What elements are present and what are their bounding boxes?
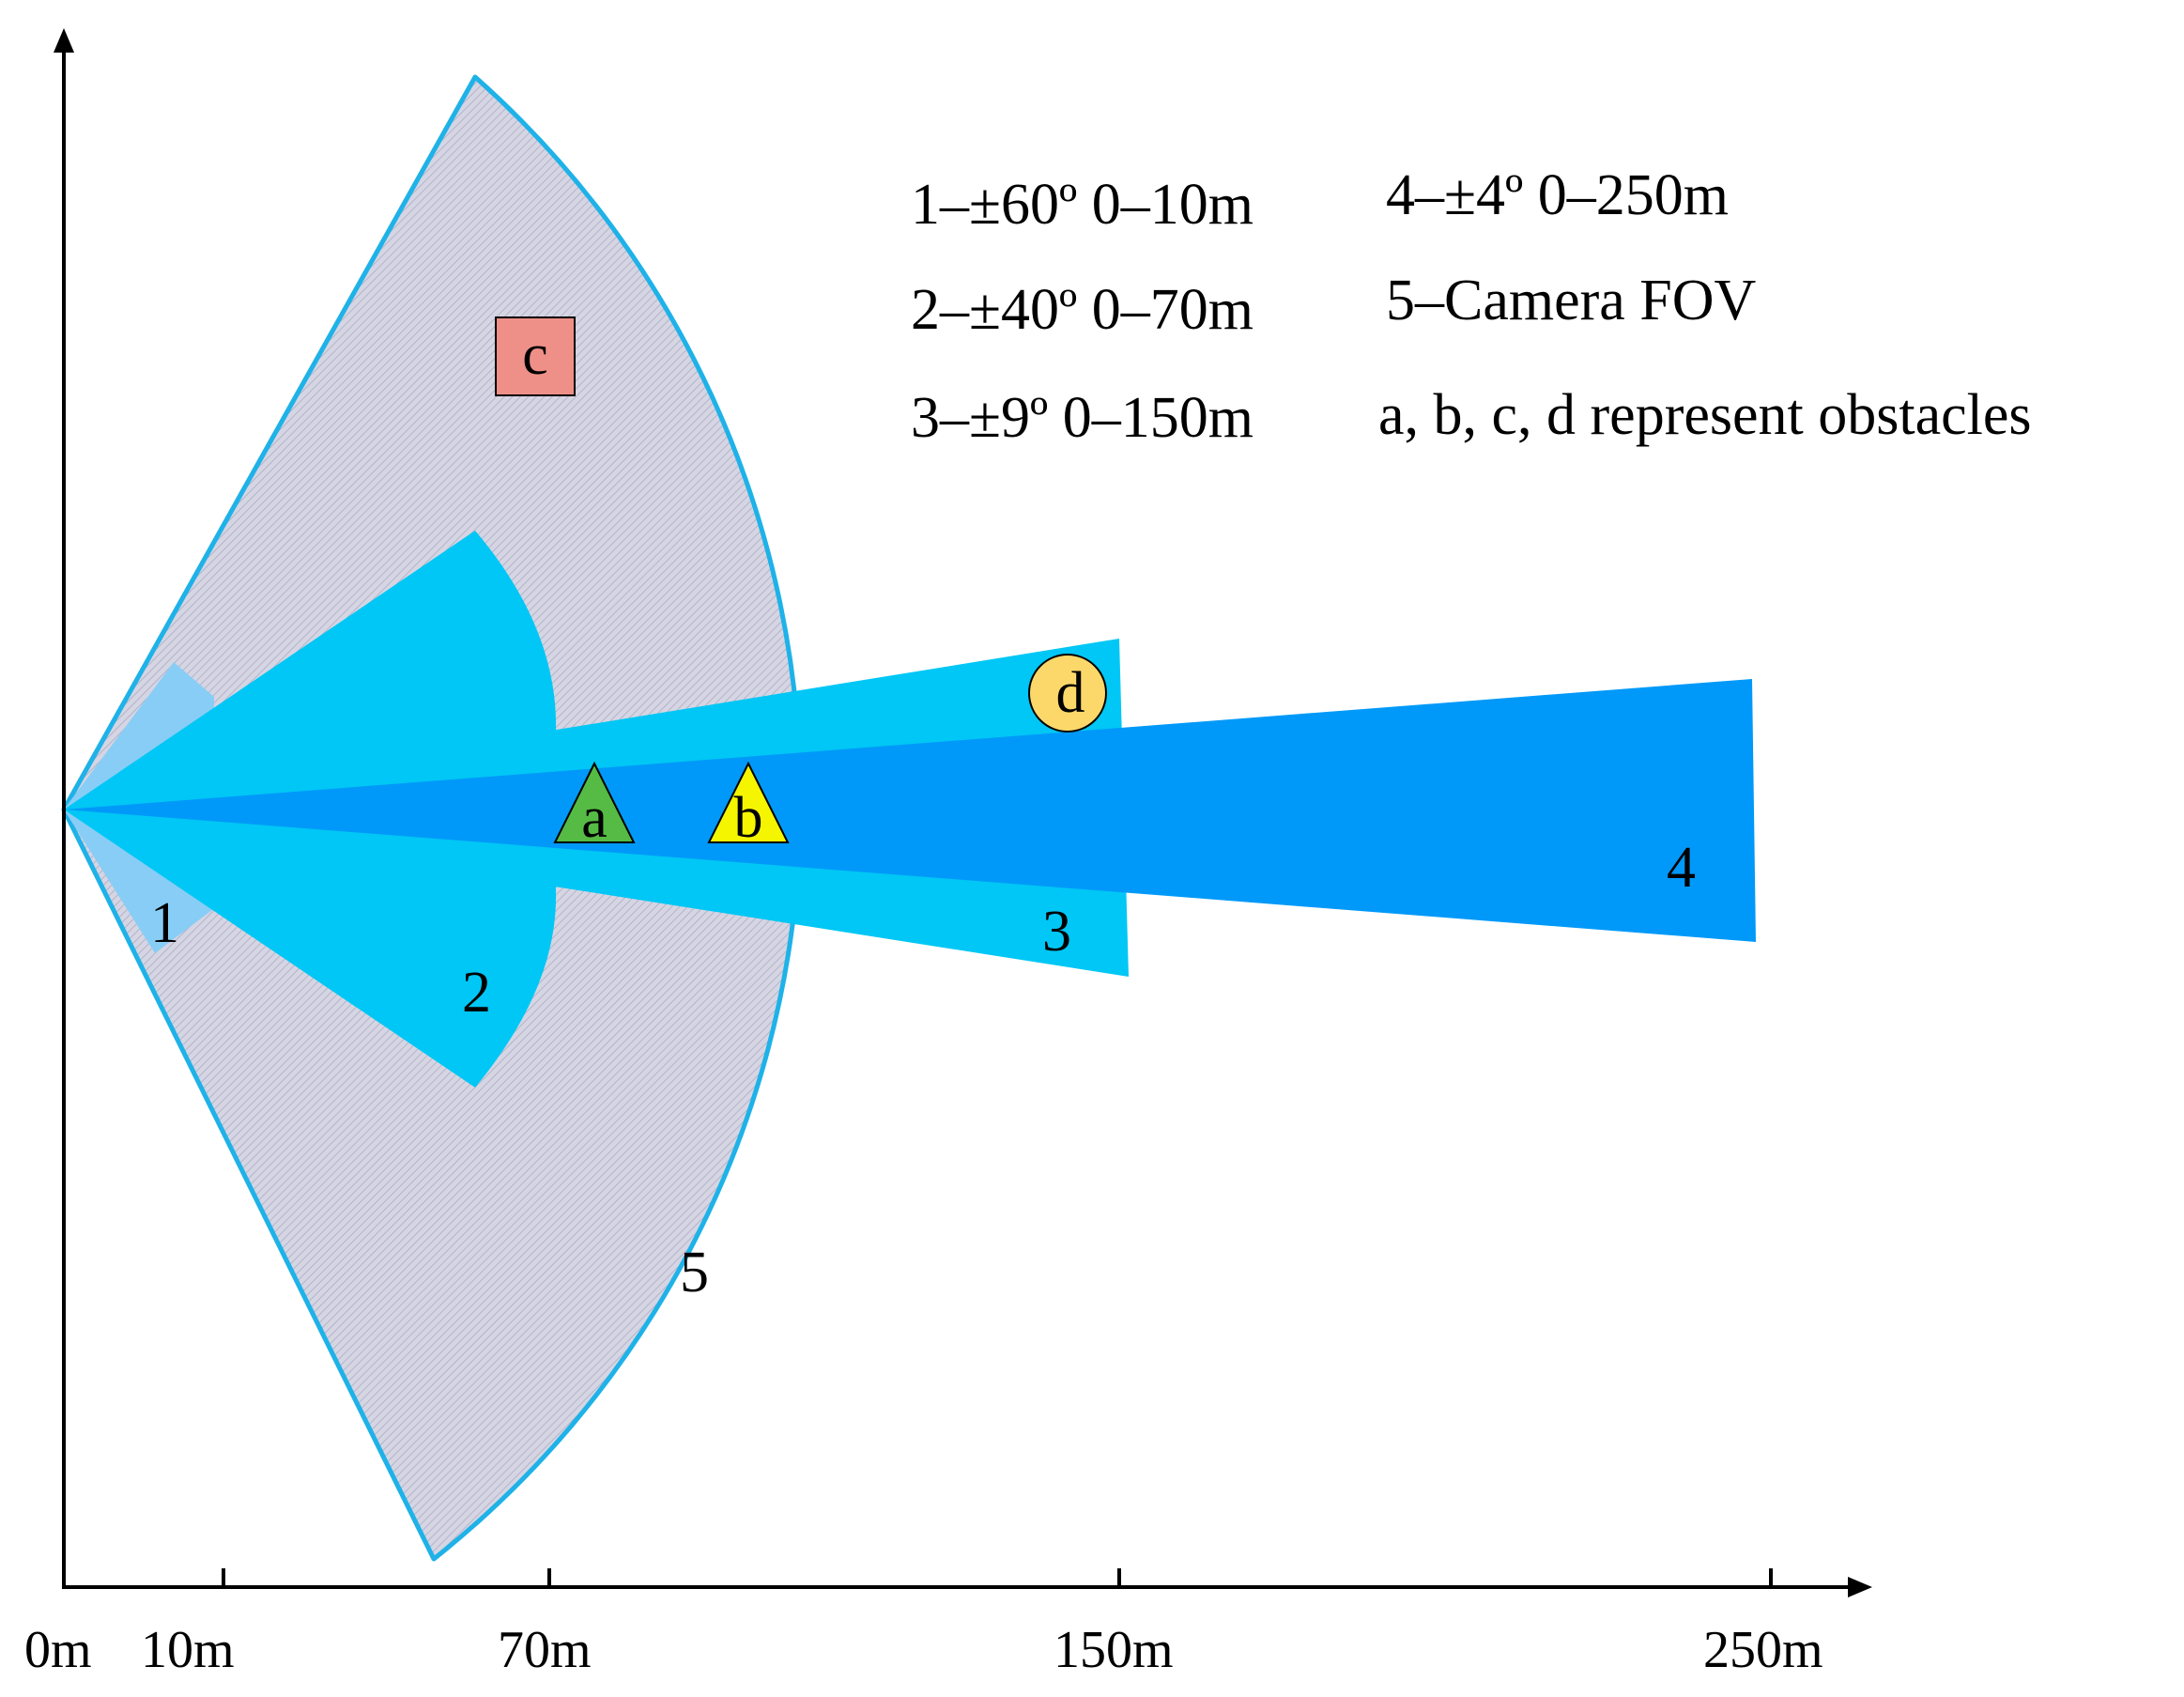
obstacle-c-square [495,316,576,396]
zone-4-label: 4 [1667,836,1696,900]
x-tick-label-250m: 250m [1703,1621,1823,1679]
x-axis-arrowhead [1848,1577,1872,1597]
legend-item-1: 1–±60º 0–10m [911,173,1253,237]
obstacle-d-circle [1028,654,1107,733]
legend-item-4: 4–±4º 0–250m [1386,163,1729,227]
x-tick-label-10m: 10m [141,1621,235,1679]
zone-3-label: 3 [1042,900,1071,964]
zone-1-label: 1 [150,891,179,955]
legend-item-3: 3–±9º 0–150m [911,386,1253,450]
obstacle-a-triangle [553,761,636,843]
x-tick-label-70m: 70m [498,1621,592,1679]
obstacle-b-triangle [707,761,790,843]
obstacle-b-label: b [734,786,763,850]
zone-4-sector [64,679,1756,942]
obstacle-d-label: d [1056,661,1085,725]
zone-2-label: 2 [462,961,491,1025]
obstacle-a-label: a [581,786,608,850]
x-tick-label-150m: 150m [1054,1621,1174,1679]
legend-item-5: 5–Camera FOV [1386,269,1757,332]
y-axis-arrowhead [54,28,74,53]
x-tick-label-0m: 0m [24,1621,92,1679]
legend-item-obstacles: a, b, c, d represent obstacles [1378,383,2032,447]
obstacle-c-label: c [522,323,548,387]
legend-item-2: 2–±40º 0–70m [911,278,1253,342]
zone-5-label: 5 [680,1241,709,1304]
